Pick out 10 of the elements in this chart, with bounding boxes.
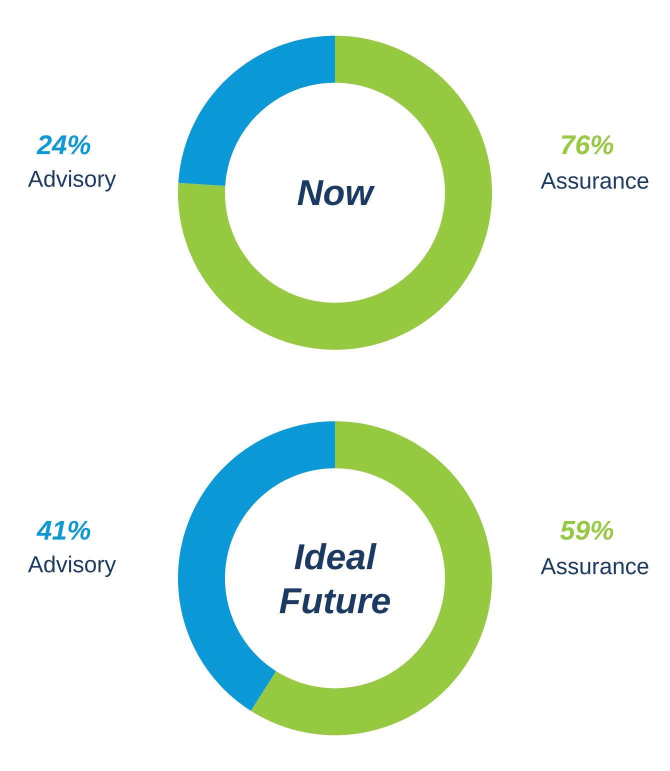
data-label: 76% xyxy=(562,135,614,154)
text: Now xyxy=(298,180,375,206)
data-label: 59% xyxy=(560,520,614,540)
slice-label: Advisory xyxy=(28,556,116,578)
data-label: 41% xyxy=(36,520,90,540)
data-label: 24% xyxy=(36,135,90,154)
slice-label: Advisory xyxy=(28,170,116,192)
slice-label: Assurance xyxy=(540,172,648,189)
slice-label: Assurance xyxy=(540,558,648,574)
text: Ideal Future xyxy=(280,543,390,614)
